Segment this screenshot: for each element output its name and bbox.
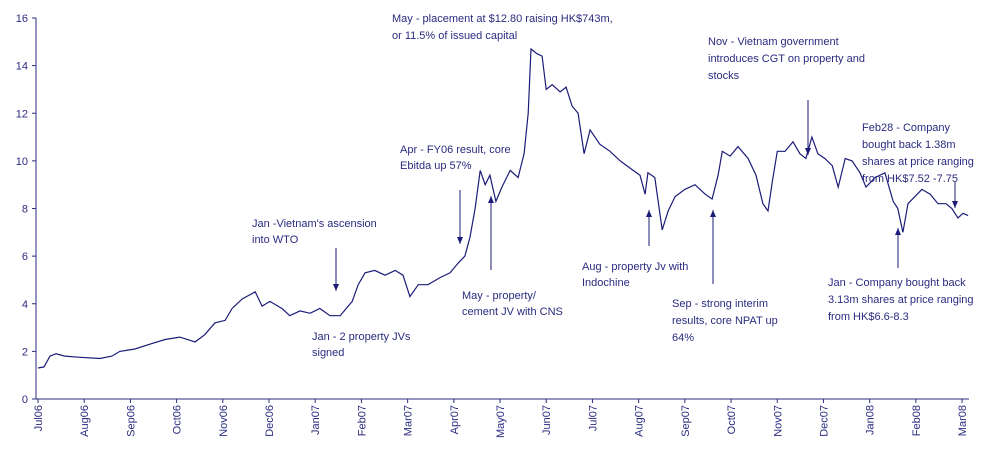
annotation-text: Jan - 2 property JVs xyxy=(312,331,411,343)
arrow-head xyxy=(333,284,339,291)
annotation-text: stocks xyxy=(708,70,740,82)
annotation-text: Sep - strong interim xyxy=(672,298,768,310)
annotation-text: Jan -Vietnam's ascension xyxy=(252,218,377,230)
x-tick-label: Aug07 xyxy=(634,405,646,437)
annotation-text: signed xyxy=(312,347,344,359)
y-tick-label: 4 xyxy=(22,299,28,311)
arrow-head xyxy=(805,148,811,155)
y-tick-label: 6 xyxy=(22,251,28,263)
x-tick-label: Jul06 xyxy=(33,405,45,431)
x-tick-label: Dec06 xyxy=(264,405,276,437)
x-tick-label: Feb08 xyxy=(911,405,923,436)
arrow-head xyxy=(646,210,652,217)
x-tick-label: Nov07 xyxy=(772,405,784,437)
annotation-text: Aug - property Jv with xyxy=(582,261,688,273)
annotation-text: Jan - Company bought back xyxy=(828,277,966,289)
arrow-head xyxy=(710,210,716,217)
arrow-head xyxy=(895,228,901,235)
x-tick-label: Jan08 xyxy=(865,405,877,435)
y-tick-label: 14 xyxy=(16,61,28,73)
y-tick-label: 2 xyxy=(22,346,28,358)
x-tick-label: Oct06 xyxy=(172,405,184,434)
x-tick-label: Oct07 xyxy=(726,405,738,434)
x-tick-label: Mar07 xyxy=(403,405,415,436)
y-tick-label: 8 xyxy=(22,204,28,216)
x-tick-label: Aug06 xyxy=(79,405,91,437)
annotation-text: into WTO xyxy=(252,234,299,246)
annotation-text: from HK$7.52 -7.75 xyxy=(862,173,958,185)
x-tick-label: Sep07 xyxy=(680,405,692,437)
annotation-text: cement JV with CNS xyxy=(462,306,563,318)
annotation-text: introduces CGT on property and xyxy=(708,53,865,65)
y-tick-label: 10 xyxy=(16,156,28,168)
annotation-text: or 11.5% of issued capital xyxy=(392,30,517,42)
x-tick-label: Mar08 xyxy=(957,405,969,436)
x-tick-label: Nov06 xyxy=(218,405,230,437)
annotation-text: results, core NPAT up xyxy=(672,315,778,327)
annotation-text: Apr - FY06 result, core xyxy=(400,144,511,156)
x-tick-label: Dec07 xyxy=(818,405,830,437)
x-tick-label: Jan07 xyxy=(310,405,322,435)
annotation-text: bought back 1.38m xyxy=(862,139,956,151)
arrow-head xyxy=(457,237,463,244)
annotation-text: Feb28 - Company xyxy=(862,122,951,134)
annotation-text: May - property/ xyxy=(462,290,537,302)
y-tick-label: 16 xyxy=(16,13,28,25)
x-tick-label: Jun07 xyxy=(541,405,553,435)
annotation-text: Ebitda up 57% xyxy=(400,160,472,172)
x-tick-label: Sep06 xyxy=(125,405,137,437)
x-tick-label: May07 xyxy=(495,405,507,438)
annotation-text: Indochine xyxy=(582,277,630,289)
y-tick-label: 0 xyxy=(22,394,28,406)
annotation-text: 3.13m shares at price ranging xyxy=(828,294,974,306)
price-line xyxy=(37,47,969,369)
x-tick-label: Jul07 xyxy=(587,405,599,431)
x-tick-label: Apr07 xyxy=(449,405,461,434)
annotation-text: May - placement at $12.80 raising HK$743… xyxy=(392,13,613,25)
annotation-text: Nov - Vietnam government xyxy=(708,36,839,48)
y-tick-label: 12 xyxy=(16,108,28,120)
annotation-text: 64% xyxy=(672,332,694,344)
arrow-head xyxy=(488,196,494,203)
annotation-text: shares at price ranging xyxy=(862,156,974,168)
annotation-text: from HK$6.6-8.3 xyxy=(828,311,909,323)
x-tick-label: Feb07 xyxy=(356,405,368,436)
arrow-head xyxy=(952,201,958,208)
